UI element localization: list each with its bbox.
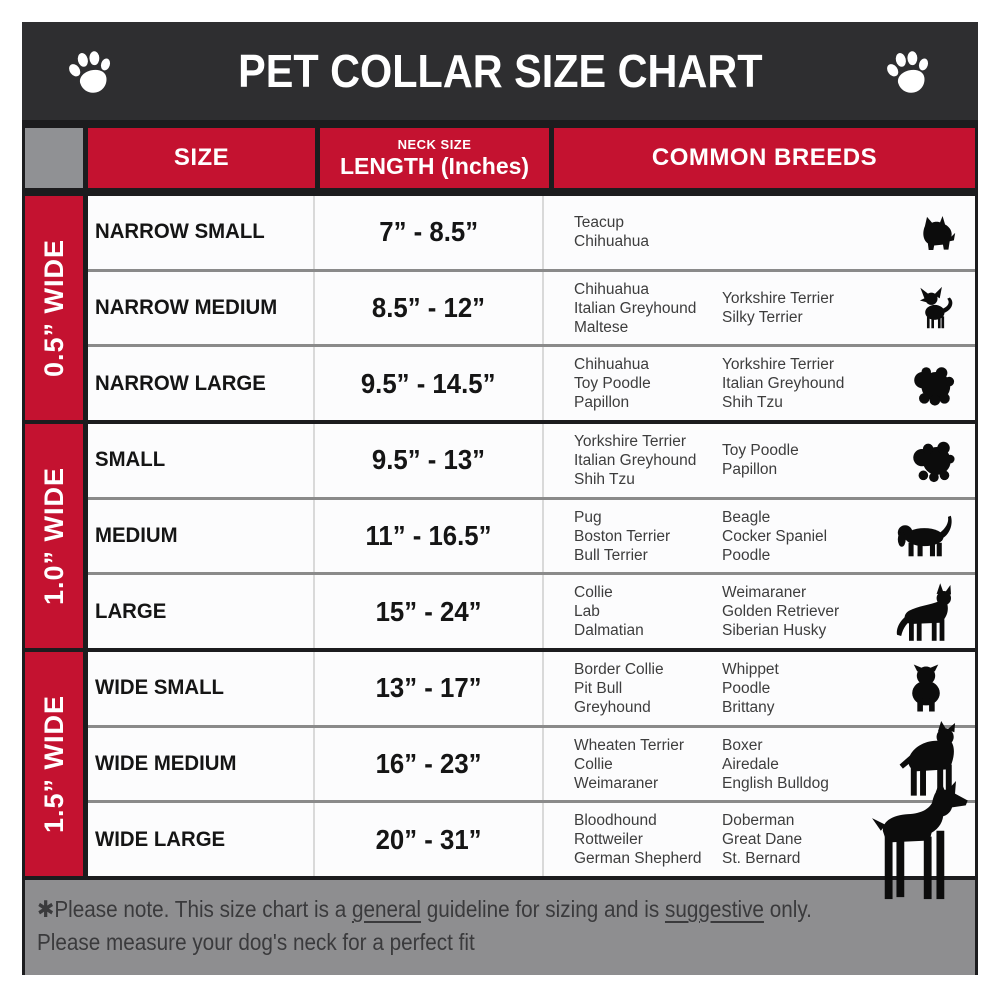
bulldog-icon	[903, 661, 949, 715]
breeds-cell: Chihuahua Italian Greyhound Maltese York…	[544, 272, 975, 345]
neck-size-cell: 11” - 16.5”	[315, 499, 544, 573]
breeds-cell: Yorkshire Terrier Italian Greyhound Shih…	[544, 424, 975, 497]
collar-width-label: 1.5” WIDE	[25, 652, 83, 876]
breed-list-secondary: Beagle Cocker Spaniel Poodle	[722, 508, 828, 564]
size-cell: NARROW LARGE	[88, 347, 315, 421]
collar-width-label: 1.0” WIDE	[25, 424, 83, 648]
neck-size-cell: 13” - 17”	[315, 652, 544, 725]
note-bar: ✱Please note. This size chart is a gener…	[25, 880, 975, 975]
beagle-icon	[895, 513, 957, 559]
chihuahua-icon	[911, 286, 957, 330]
breed-list-primary: Yorkshire Terrier Italian Greyhound Shih…	[574, 432, 697, 488]
breed-list-secondary: Yorkshire Terrier Italian Greyhound Shih…	[722, 356, 845, 412]
header-size: SIZE	[88, 128, 315, 188]
breed-list-primary: Collie Lab Dalmatian	[574, 584, 644, 640]
breed-list-secondary: Weimaraner Golden Retriever Siberian Hus…	[722, 584, 840, 640]
german-shepherd-icon	[891, 582, 957, 642]
table-row: MEDIUM 11” - 16.5” Pug Boston Terrier Bu…	[88, 496, 975, 573]
breed-list-primary: Wheaten Terrier Collie Weimaraner	[574, 736, 684, 792]
shih-tzu-icon	[907, 360, 957, 408]
table-row: SMALL 9.5” - 13” Yorkshire Terrier Itali…	[88, 424, 975, 497]
breed-list-primary: Teacup Chihuahua	[574, 214, 649, 251]
neck-size-cell: 9.5” - 13”	[315, 424, 544, 497]
underlined-word: suggestive	[664, 896, 764, 922]
size-cell: WIDE LARGE	[88, 803, 315, 877]
note-line-1: ✱Please note. This size chart is a gener…	[37, 896, 812, 922]
title-bar: PET COLLAR SIZE CHART	[22, 22, 978, 120]
breed-list-primary: Border Collie Pit Bull Greyhound	[574, 660, 664, 716]
breeds-cell: Bloodhound Rottweiler German Shepherd Do…	[544, 780, 975, 900]
breed-list-secondary: Whippet Poodle Brittany	[722, 660, 779, 716]
neck-size-cell: 9.5” - 14.5”	[315, 347, 544, 421]
table-row: WIDE LARGE 20” - 31” Bloodhound Rottweil…	[88, 780, 975, 900]
table-row: WIDE SMALL 13” - 17” Border Collie Pit B…	[88, 652, 975, 725]
table-row: NARROW MEDIUM 8.5” - 12” Chihuahua Itali…	[88, 268, 975, 345]
paw-print-icon	[880, 42, 938, 100]
breed-list-primary: Chihuahua Toy Poodle Papillon	[574, 356, 651, 412]
size-cell: MEDIUM	[88, 499, 315, 573]
corner-cell	[25, 128, 83, 188]
neck-size-cell: 7” - 8.5”	[315, 196, 544, 269]
breeds-cell: Pug Boston Terrier Bull Terrier Beagle C…	[544, 500, 975, 573]
header-neck-size-sub: NECK SIZE	[397, 137, 472, 152]
breeds-cell: Wheaten Terrier Collie Weimaraner Boxer …	[544, 721, 975, 801]
breed-list-secondary: Yorkshire Terrier Silky Terrier	[722, 290, 834, 326]
neck-size-cell: 20” - 31”	[315, 803, 544, 877]
size-chart-poster: PET COLLAR SIZE CHART SIZE NECK SIZE LEN…	[22, 22, 978, 975]
table-row: NARROW SMALL 7” - 8.5” Teacup Chihuahua	[88, 196, 975, 269]
note-line-2: Please measure your dog's neck for a per…	[37, 929, 475, 955]
breed-list-secondary: Doberman Great Dane St. Bernard	[722, 812, 803, 868]
breed-list-primary: Chihuahua Italian Greyhound Maltese	[574, 280, 697, 336]
collar-width-label: 0.5” WIDE	[25, 196, 83, 420]
page-title: PET COLLAR SIZE CHART	[237, 45, 763, 97]
breeds-cell: Collie Lab Dalmatian Weimaraner Golden R…	[544, 575, 975, 648]
table-row: LARGE 15” - 24” Collie Lab Dalmatian Wei…	[88, 572, 975, 649]
header-neck-size: NECK SIZE LENGTH (Inches)	[320, 128, 549, 188]
table-row: WIDE MEDIUM 16” - 23” Wheaten Terrier Co…	[88, 721, 975, 801]
breeds-cell: Border Collie Pit Bull Greyhound Whippet…	[544, 652, 975, 725]
table-row: NARROW LARGE 9.5” - 14.5” Chihuahua Toy …	[88, 344, 975, 421]
size-cell: LARGE	[88, 575, 315, 649]
header-neck-size-main: LENGTH (Inches)	[339, 153, 530, 179]
neck-size-cell: 15” - 24”	[315, 575, 544, 649]
size-cell: SMALL	[88, 424, 315, 497]
paw-print-icon	[62, 42, 120, 100]
pit-bull-icon	[893, 720, 959, 798]
breed-list-secondary: Boxer Airedale English Bulldog	[722, 736, 829, 792]
size-cell: WIDE MEDIUM	[88, 727, 315, 801]
breeds-cell: Chihuahua Toy Poodle Papillon Yorkshire …	[544, 347, 975, 420]
size-cell: WIDE SMALL	[88, 652, 315, 725]
breeds-cell: Teacup Chihuahua	[544, 196, 975, 269]
size-cell: NARROW SMALL	[88, 196, 315, 269]
neck-size-cell: 16” - 23”	[315, 727, 544, 801]
breed-list-primary: Pug Boston Terrier Bull Terrier	[574, 508, 671, 564]
header-common-breeds: COMMON BREEDS	[554, 128, 975, 188]
size-cell: NARROW MEDIUM	[88, 271, 315, 345]
breed-list-primary: Bloodhound Rottweiler German Shepherd	[574, 812, 702, 868]
yorkshire-terrier-icon	[913, 211, 957, 253]
doberman-icon	[861, 780, 969, 902]
row-group-1.0-wide: 1.0” WIDE SMALL 9.5” - 13” Yorkshire Ter…	[25, 424, 975, 649]
neck-size-cell: 8.5” - 12”	[315, 271, 544, 345]
pekingese-icon	[907, 436, 957, 484]
table-header: SIZE NECK SIZE LENGTH (Inches) COMMON BR…	[22, 120, 978, 196]
row-group-0.5-wide: 0.5” WIDE NARROW SMALL 7” - 8.5” Teacup …	[25, 196, 975, 421]
underlined-word: general	[351, 896, 422, 922]
row-group-1.5-wide: 1.5” WIDE WIDE SMALL 13” - 17” Border Co…	[25, 652, 975, 900]
breed-list-secondary: Toy Poodle Papillon	[722, 442, 799, 479]
